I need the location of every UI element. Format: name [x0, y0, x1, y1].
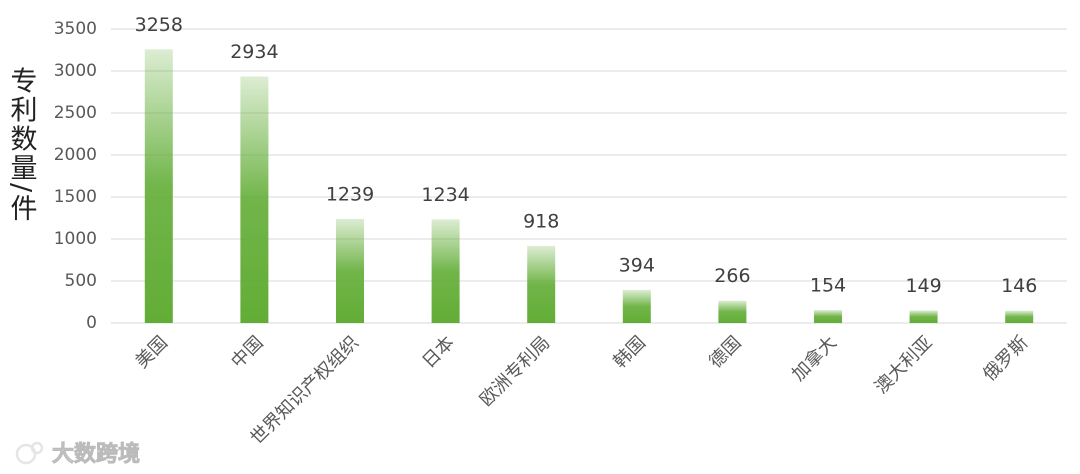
y-tick-label: 1500 — [54, 187, 97, 207]
x-tick-label: 澳大利亚 — [871, 332, 937, 398]
value-label: 154 — [810, 275, 846, 297]
y-tick-label: 2500 — [54, 103, 97, 123]
bar — [622, 289, 651, 323]
y-tick-label: 2000 — [54, 145, 97, 165]
y-axis-label: 专利数量/件 — [6, 67, 38, 223]
x-tick-label: 俄罗斯 — [979, 332, 1032, 385]
watermark: 大数跨境 — [52, 441, 140, 467]
x-tick-label: 日本 — [418, 332, 458, 372]
value-label: 918 — [523, 210, 559, 232]
bar — [718, 300, 747, 323]
bar — [144, 49, 173, 323]
value-label: 394 — [619, 254, 655, 276]
x-tick-label: 中国 — [227, 332, 267, 372]
bar — [814, 310, 842, 323]
x-tick-label: 欧洲专利局 — [476, 332, 554, 410]
y-tick-label: 500 — [65, 271, 97, 291]
value-label: 1239 — [326, 183, 374, 205]
value-label: 2934 — [230, 41, 278, 63]
y-tick-label: 3000 — [54, 61, 97, 81]
x-tick-label: 加拿大 — [787, 332, 841, 386]
y-tick-label: 1000 — [54, 229, 97, 249]
value-label: 266 — [714, 265, 750, 287]
bar — [1005, 310, 1034, 323]
value-label: 1234 — [421, 184, 469, 206]
x-tick-label: 德国 — [705, 332, 745, 372]
bar — [909, 310, 938, 323]
y-tick-label: 0 — [86, 313, 97, 333]
bar — [336, 218, 364, 323]
y-tick-label: 3500 — [54, 19, 97, 39]
watermark-icon — [15, 441, 44, 465]
bar — [527, 245, 556, 323]
x-tick-label: 韩国 — [610, 332, 650, 372]
bar — [240, 76, 269, 323]
value-label: 3258 — [135, 14, 183, 36]
value-label: 146 — [1001, 275, 1037, 297]
bar — [431, 219, 460, 323]
x-tick-label: 美国 — [132, 332, 172, 372]
value-label: 149 — [905, 275, 941, 297]
